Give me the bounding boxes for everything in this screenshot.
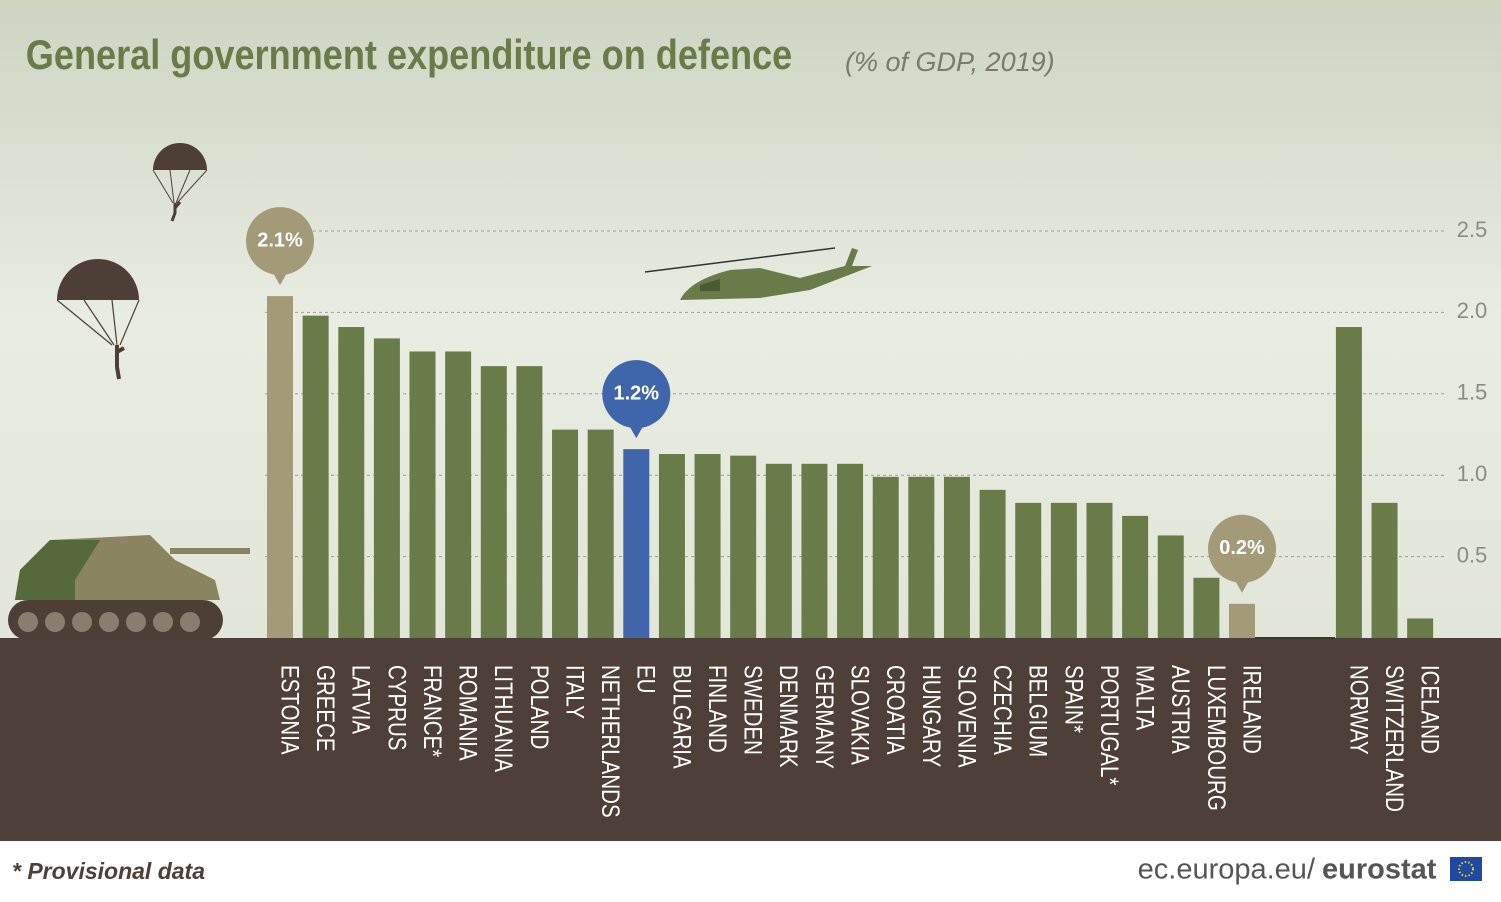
bar [1122, 515, 1149, 638]
x-tick-label: ICELAND [1416, 665, 1444, 754]
bar [1086, 502, 1113, 638]
x-tick-label: SWITZERLAND [1380, 665, 1408, 812]
x-tick-label: SWEDEN [739, 665, 767, 755]
ground [0, 638, 1501, 841]
bar [623, 449, 650, 638]
y-tick-label: 0.5 [1457, 542, 1488, 567]
bar [302, 315, 329, 638]
bar [694, 454, 721, 638]
x-tick-label: POLAND [525, 665, 553, 749]
value-label: 1.2% [614, 382, 660, 404]
label-bubble [602, 360, 671, 429]
footer [0, 841, 1501, 897]
x-tick-label: NETHERLANDS [597, 665, 625, 818]
eu-stars [1458, 861, 1474, 877]
x-tick-label: HUNGARY [917, 665, 945, 767]
x-tick-label: SLOVAKIA [846, 665, 874, 766]
bar [730, 455, 757, 638]
bar [338, 327, 365, 638]
label-bubble [1208, 514, 1277, 583]
x-tick-label: ESTONIA [276, 665, 304, 755]
bar [658, 454, 685, 638]
value-label: 2.1% [257, 229, 303, 251]
x-tick-label: IRELAND [1238, 665, 1266, 754]
y-tick-label: 1.0 [1457, 461, 1488, 486]
source-site: ec.europa.eu/ [1138, 854, 1316, 886]
x-tick-label: MALTA [1131, 665, 1159, 731]
y-tick-label: 1.5 [1457, 380, 1488, 405]
label-bubble [246, 207, 314, 276]
bar [943, 476, 970, 638]
bar [552, 429, 579, 638]
bar [1193, 577, 1220, 638]
bar [267, 296, 293, 638]
x-tick-label: LUXEMBOURG [1202, 665, 1230, 811]
chart-subtitle: (% of GDP, 2019) [845, 47, 1055, 77]
x-tick-label: BULGARIA [668, 665, 696, 769]
x-tick-label: FRANCE* [418, 665, 446, 757]
x-tick-label: CZECHIA [989, 665, 1017, 756]
eu-flag [1450, 857, 1482, 881]
x-tick-label: AUSTRIA [1167, 665, 1195, 755]
parachutist-large [56, 259, 140, 380]
bar [837, 463, 864, 638]
x-tick-label: LATVIA [347, 665, 375, 735]
source-brand: eurostat [1322, 854, 1437, 886]
x-tick-label: EU [632, 665, 660, 693]
bar [409, 351, 436, 638]
x-tick-label: SPAIN* [1060, 665, 1088, 733]
bar [1015, 502, 1042, 638]
x-tick-label: DENMARK [775, 665, 803, 768]
bar [979, 489, 1006, 638]
bar [872, 476, 899, 638]
bar [1335, 327, 1362, 638]
x-tick-label: FINLAND [703, 665, 731, 753]
bar [587, 429, 614, 638]
bar [1371, 502, 1398, 638]
chart-title: General government expenditure on defenc… [26, 33, 792, 79]
bar [1157, 535, 1184, 638]
x-tick-label: CYPRUS [383, 665, 411, 750]
x-tick-label: ITALY [561, 665, 589, 719]
bar [373, 338, 400, 638]
y-tick-label: 2.5 [1457, 217, 1488, 242]
x-tick-label: GREECE [312, 665, 340, 752]
x-tick-label: SLOVENIA [953, 665, 981, 768]
parachutist-small [152, 143, 208, 222]
x-tick-label: BELGIUM [1024, 665, 1052, 757]
value-label: 0.2% [1219, 537, 1265, 559]
x-tick-label: CROATIA [882, 665, 910, 755]
x-tick-label: NORWAY [1345, 665, 1373, 755]
x-tick-label: GERMANY [810, 665, 838, 769]
bar [1050, 502, 1077, 638]
bar [908, 476, 935, 638]
bar [445, 351, 472, 638]
bar [1407, 618, 1434, 638]
y-tick-label: 2.0 [1457, 298, 1488, 323]
tank [8, 535, 250, 640]
x-tick-label: PORTUGAL* [1095, 665, 1123, 785]
helicopter [644, 247, 872, 300]
bar [765, 463, 792, 638]
bar [1229, 603, 1256, 638]
x-tick-label: LITHUANIA [490, 665, 518, 773]
bar [801, 463, 828, 638]
bar [480, 366, 507, 638]
bar [516, 366, 543, 638]
x-tick-label: ROMANIA [454, 665, 482, 761]
footnote: * Provisional data [12, 858, 205, 884]
